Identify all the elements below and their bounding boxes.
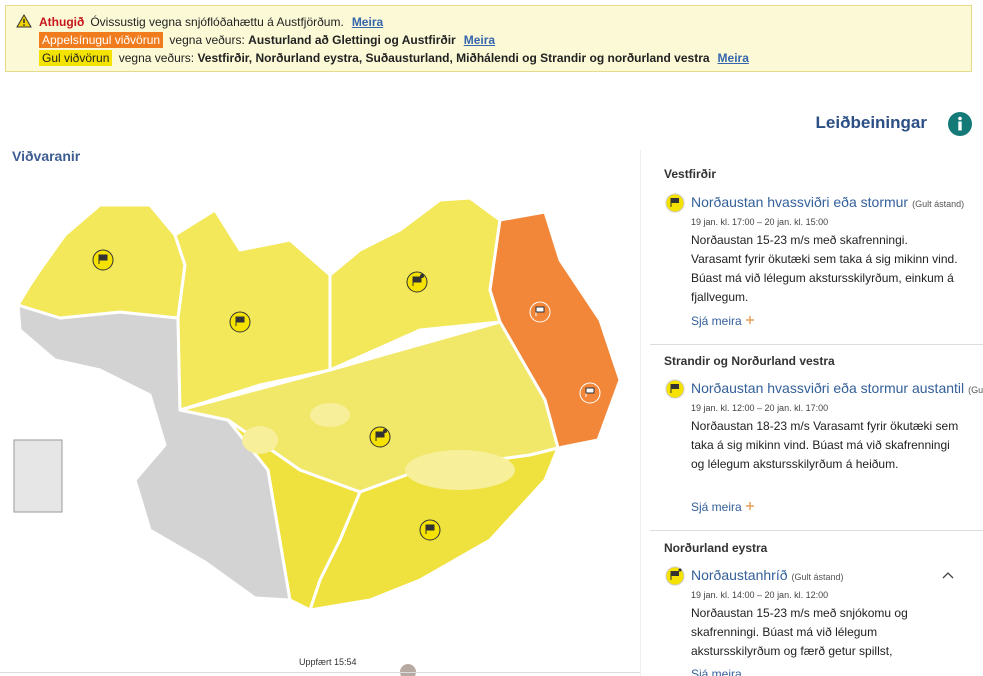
see-more-text[interactable]: Sjá meira: [691, 314, 742, 328]
warning-title-row: Norðaustan hvassviðri eða stormur austan…: [691, 380, 983, 396]
notice-link[interactable]: Meira: [351, 15, 384, 29]
warning-link[interactable]: Meira: [717, 51, 749, 65]
warning-areas: Austurland að Glettingi og Austfirðir: [248, 33, 456, 47]
warning-panel: Vestfirðir Norðaustan hvassviðri eða sto…: [650, 150, 983, 676]
map-icon[interactable]: [229, 311, 251, 333]
warning-time: 19 jan. kl. 17:00 – 20 jan. kl. 15:00: [691, 217, 829, 227]
timeline-track: [0, 672, 640, 673]
region-name: Norðurland eystra: [664, 541, 768, 555]
notice-text: Óvissustig vegna snjóflóðahættu á Austfj…: [90, 15, 344, 29]
warning-level: Gul viðvörun: [39, 50, 113, 66]
warning-map: [13, 196, 622, 612]
plus-icon: [745, 502, 754, 510]
see-more-text[interactable]: Sjá meira: [691, 500, 742, 514]
map-title: Viðvaranir: [12, 148, 81, 164]
map-icon[interactable]: [419, 519, 441, 541]
warning-title[interactable]: Norðaustan hvassviðri eða stormur: [691, 194, 909, 210]
warning-title[interactable]: Norðaustan hvassviðri eða stormur austan…: [691, 380, 965, 396]
panel-divider: [640, 150, 641, 676]
warning-areas: Vestfirðir, Norðurland eystra, Suðaustur…: [197, 51, 710, 65]
warning-title[interactable]: Norðaustanhríð: [691, 567, 788, 583]
warning-icon: [16, 14, 32, 28]
map-icon[interactable]: [529, 301, 551, 323]
warning-title-row: Norðaustan hvassviðri eða stormur (Gult á…: [691, 194, 964, 210]
map-icon[interactable]: [579, 382, 601, 404]
notice-label: Athugið: [39, 15, 85, 29]
glacier: [242, 426, 278, 454]
warning-title-row: Norðaustanhríð (Gult ástand): [691, 567, 844, 583]
warning-description: Norðaustan 15-23 m/s með skafrenningi. V…: [691, 233, 958, 304]
region-name: Vestfirðir: [664, 167, 717, 181]
inset-box: [13, 439, 63, 513]
region-name: Strandir og Norðurland vestra: [664, 354, 835, 368]
warning-description: Norðaustan 18-23 m/s Varasamt fyrir ökut…: [691, 419, 959, 471]
warning-line: Gul viðvörun vegna veðurs: Vestfirðir, N…: [39, 50, 749, 66]
warning-icon: [665, 193, 685, 213]
warning-icon: [665, 379, 685, 399]
updated-time: Uppfært 15:54: [299, 657, 357, 667]
warning-time: 19 jan. kl. 14:00 – 20 jan. kl. 12:00: [691, 590, 829, 600]
collapse-chevron[interactable]: [942, 571, 954, 579]
map-icon[interactable]: [369, 426, 391, 448]
slider-handle[interactable]: [398, 662, 418, 676]
warning-level: (Gult ástand): [968, 385, 983, 395]
map-icon[interactable]: [406, 271, 428, 293]
alert-banner: Athugið Óvissustig vegna snjóflóðahættu á…: [5, 5, 972, 72]
see-more[interactable]: Sjá meira: [691, 500, 755, 514]
map-icons: [92, 249, 601, 541]
warning-link[interactable]: Meira: [463, 33, 496, 47]
notice-line: Athugið Óvissustig vegna snjóflóðahættu á…: [39, 15, 383, 29]
glacier: [310, 403, 350, 427]
region-section: Norðurland eystra Norðaustanhríð (Gult ás…: [650, 530, 983, 676]
warning-time: 19 jan. kl. 12:00 – 20 jan. kl. 17:00: [691, 403, 829, 413]
warning-level: Appelsínugul viðvörun: [39, 32, 164, 48]
warning-text: vegna veðurs:: [169, 33, 245, 47]
region-section: Strandir og Norðurland vestra Norðaustan…: [650, 344, 983, 531]
info-icon[interactable]: [947, 111, 973, 137]
see-more-text[interactable]: Sjá meira: [691, 667, 742, 676]
warning-line: Appelsínugul viðvörun vegna veðurs: Aust…: [39, 32, 496, 48]
map-icon[interactable]: [92, 249, 114, 271]
warning-level: (Gult ástand): [791, 572, 844, 582]
see-more[interactable]: Sjá meira: [691, 667, 742, 676]
plus-icon: [745, 316, 754, 324]
warning-level: (Gult ástand): [912, 199, 965, 209]
warning-icon: [665, 566, 685, 586]
warning-text: vegna veðurs:: [118, 51, 195, 65]
warning-description: Norðaustan 15-23 m/s með snjókomu og ska…: [691, 606, 908, 658]
glacier: [405, 450, 515, 490]
guide-link[interactable]: Leiðbeiningar: [815, 113, 927, 132]
see-more[interactable]: Sjá meira: [691, 314, 755, 328]
region-section: Vestfirðir Norðaustan hvassviðri eða sto…: [650, 150, 983, 345]
